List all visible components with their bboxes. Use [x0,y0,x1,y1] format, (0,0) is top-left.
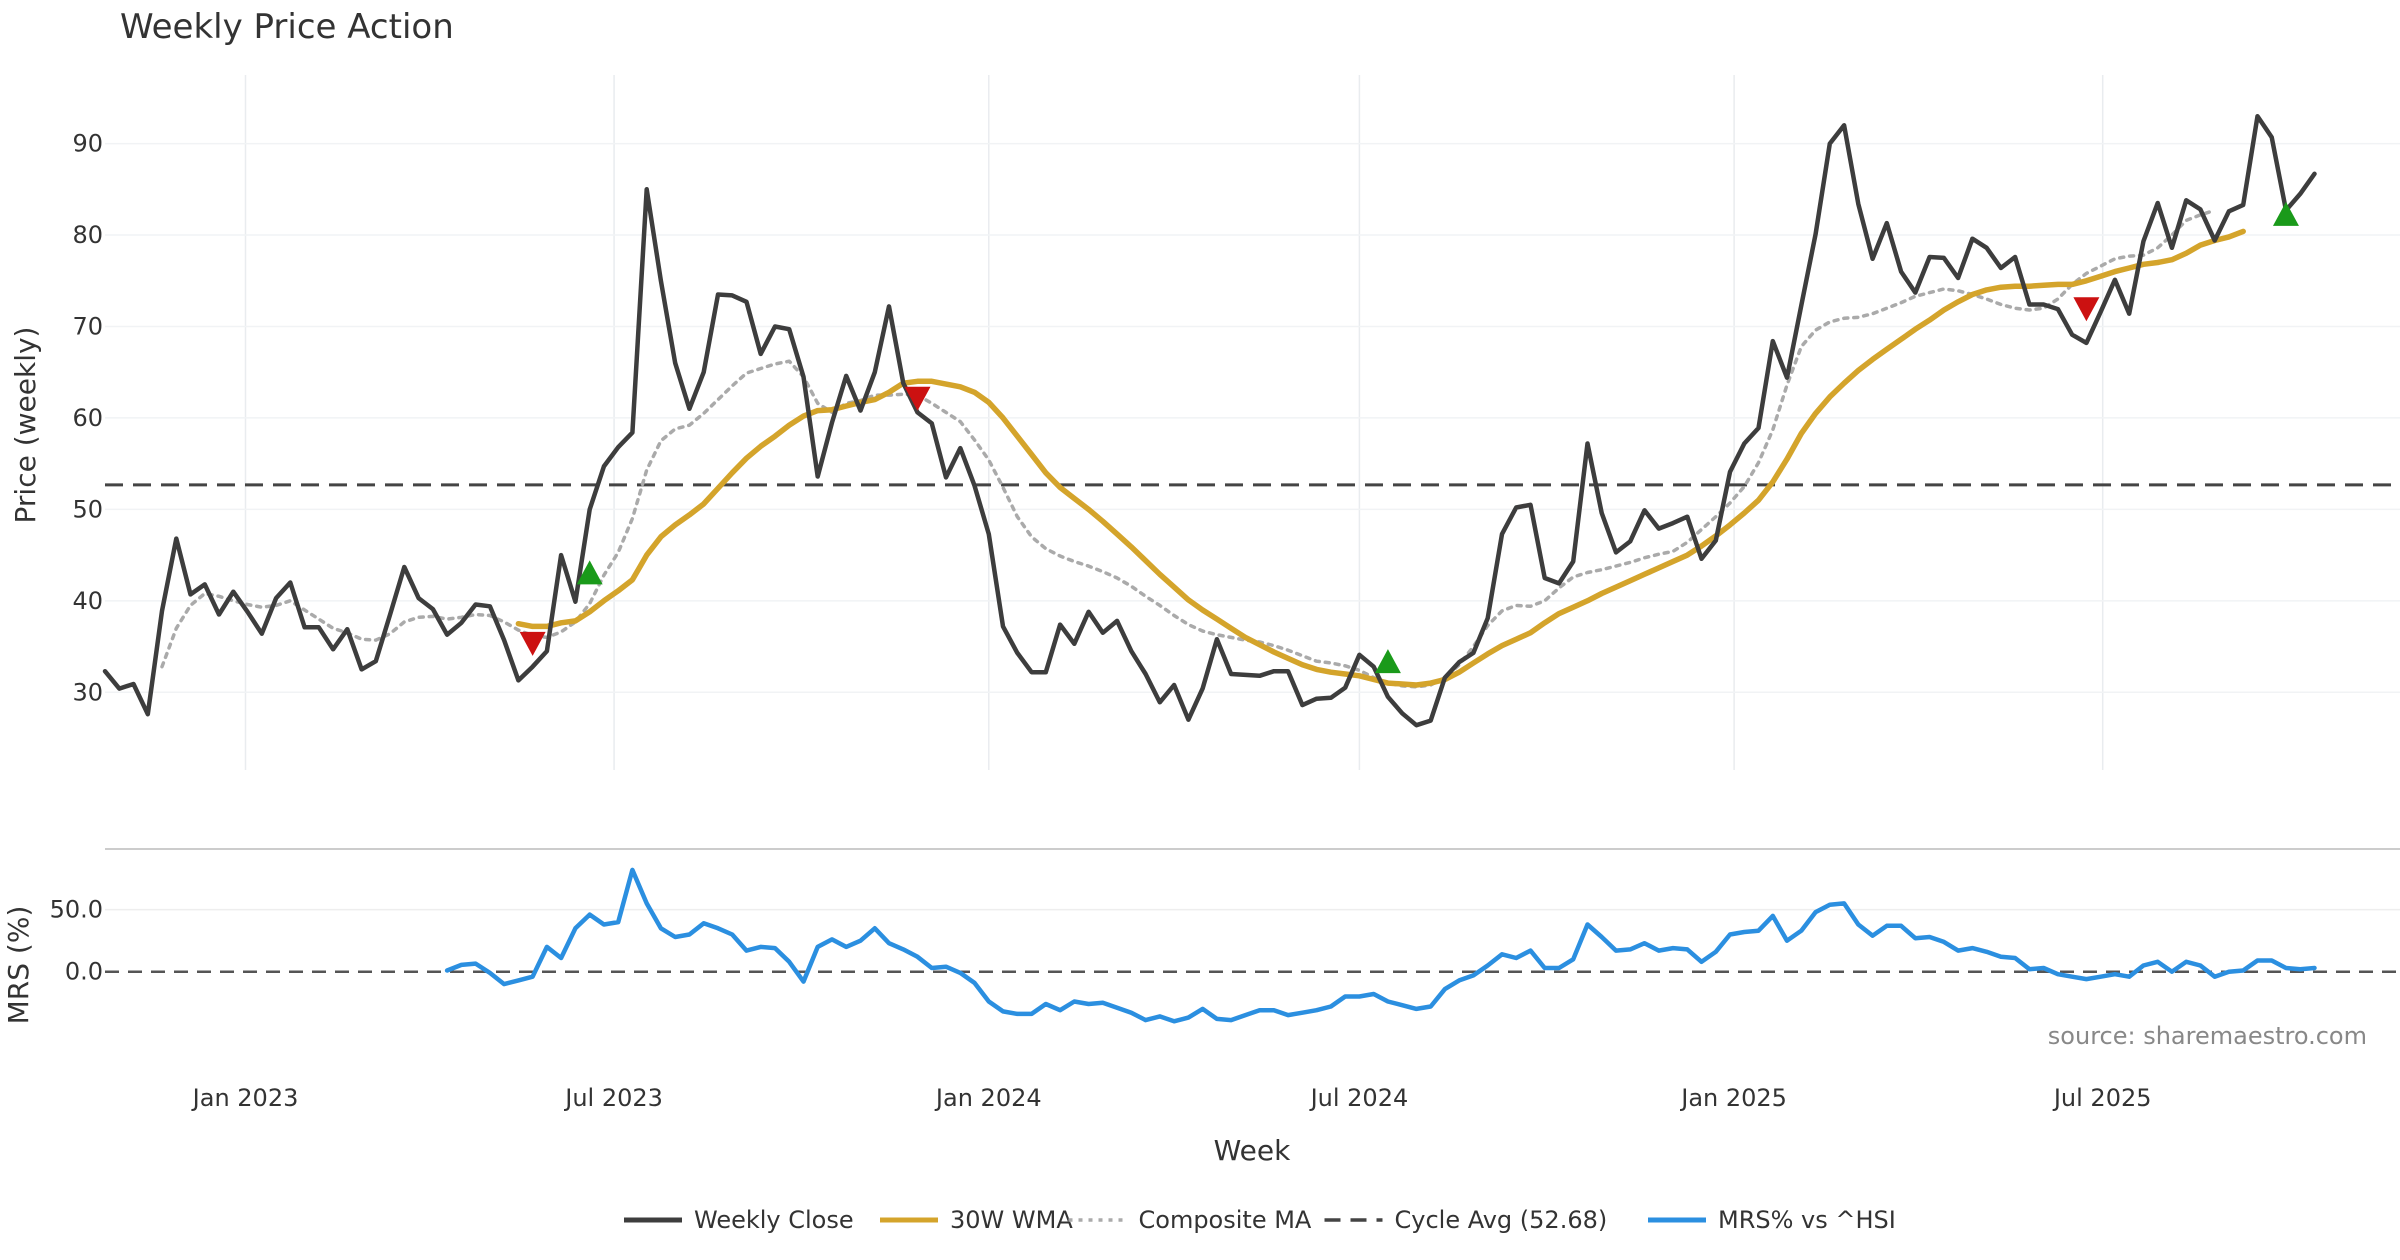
legend-item-cycle-avg-52-68: Cycle Avg (52.68) [1324,1206,1608,1234]
price-y-tick-label: 80 [72,221,103,249]
price-y-ticks: 30 40 50 60 70 80 90 [72,130,103,707]
x-tick-label: Jan 2025 [1679,1084,1787,1112]
legend-label: MRS% vs ^HSI [1718,1206,1896,1234]
mrs-y-axis-label: MRS (%) [2,906,35,1025]
price-y-axis-label: Price (weekly) [9,327,42,524]
x-axis-label: Week [1214,1134,1291,1167]
buy-signal-marker [576,560,603,585]
x-tick-label: Jul 2025 [2052,1084,2152,1112]
legend-item-mrs-vs-hsi: MRS% vs ^HSI [1648,1206,1896,1234]
price-gridlines [105,75,2400,770]
sell-signal-marker [519,631,546,656]
legend-label: Weekly Close [694,1206,854,1234]
series-weekly-close [102,113,2317,728]
price-y-tick-label: 40 [72,587,103,615]
buy-signal-marker [2272,201,2299,226]
price-y-tick-label: 70 [72,312,103,340]
series-mrs-vs-hsi [444,867,2317,1024]
legend-item-composite-ma: Composite MA [1068,1206,1312,1234]
chart-title: Weekly Price Action [120,7,454,47]
mrs-series [105,867,2400,1024]
x-axis-ticks: Jan 2023 Jul 2023 Jan 2024 Jul 2024 Jan 2025… [191,1084,2152,1112]
x-tick-label: Jul 2024 [1309,1084,1409,1112]
signal-markers [519,201,2299,674]
x-tick-label: Jan 2024 [934,1084,1042,1112]
x-tick-label: Jan 2023 [191,1084,299,1112]
legend: Weekly Close 30W WMA Composite MA Cycle Avg… [624,1206,1896,1234]
mrs-panel: 0.0 50.0 MRS (%) source: sharemaestro.com [2,867,2400,1050]
mrs-y-ticks: 0.0 50.0 [50,896,103,986]
mrs-y-tick-label: 0.0 [65,958,103,986]
price-panel: 30 40 50 60 70 80 90 Price (weekly) [9,75,2400,770]
price-y-tick-label: 90 [72,130,103,158]
legend-item-weekly-close: Weekly Close [624,1206,854,1234]
buy-signal-marker [1374,649,1401,674]
price-series [102,113,2400,728]
series-composite-ma [160,208,2217,689]
source-annotation: source: sharemaestro.com [2048,1022,2367,1050]
sell-signal-marker [904,386,931,411]
x-tick-label: Jul 2023 [563,1084,663,1112]
price-y-tick-label: 60 [72,404,103,432]
series-30w-wma [515,228,2246,688]
legend-label: 30W WMA [950,1206,1073,1234]
legend-label: Cycle Avg (52.68) [1395,1206,1608,1234]
legend-label: Composite MA [1139,1206,1312,1234]
legend-item-30w-wma: 30W WMA [880,1206,1073,1234]
price-y-tick-label: 30 [72,678,103,706]
mrs-y-tick-label: 50.0 [50,896,103,924]
price-y-tick-label: 50 [72,495,103,523]
sell-signal-marker [2073,297,2100,322]
